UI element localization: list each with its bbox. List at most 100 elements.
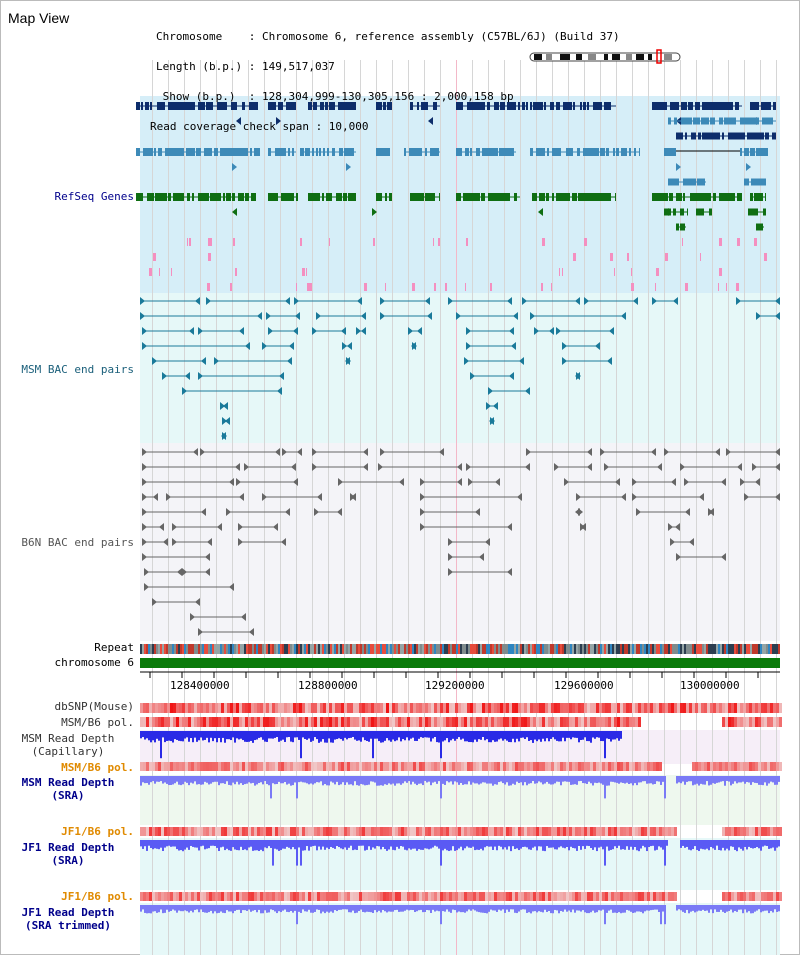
polymorphism-cell [743, 827, 746, 836]
read-depth-bar [300, 776, 302, 782]
read-depth-bar [644, 905, 646, 912]
read-depth-bar [562, 905, 564, 912]
polymorphism-cell [296, 762, 299, 771]
polymorphism-cell [740, 827, 743, 836]
polymorphism-cell [338, 703, 341, 713]
repeat-element [150, 644, 152, 654]
repeat-element [752, 644, 754, 654]
label-msm-bac[interactable]: MSM BAC end pairs [21, 363, 134, 376]
polymorphism-cell [593, 892, 596, 901]
gene-exon [744, 178, 749, 186]
polymorphism-cell [404, 703, 407, 713]
gene-exon [735, 102, 739, 110]
read-depth-bar [728, 840, 730, 851]
label-repeat[interactable]: Repeat [94, 641, 134, 654]
polymorphism-cell [395, 717, 398, 727]
repeat-element [676, 644, 678, 654]
repeat-element [614, 644, 616, 654]
polymorphism-cell [530, 827, 533, 836]
polymorphism-cell [524, 703, 527, 713]
read-depth-bar [152, 905, 154, 912]
gene-exon [249, 102, 253, 110]
read-depth-bar [204, 905, 206, 913]
polymorphism-cell [185, 762, 188, 771]
read-depth-bar [206, 840, 208, 849]
repeat-element [690, 644, 692, 654]
polymorphism-cell [494, 762, 497, 771]
read-depth-bar [518, 731, 520, 742]
read-depth-bar [370, 731, 372, 739]
read-depth-bar [598, 731, 600, 738]
polymorphism-cell [731, 717, 734, 727]
read-depth-bar [750, 905, 752, 914]
read-depth-bar [390, 731, 392, 742]
read-depth-bar [760, 776, 762, 785]
variant-marker [737, 238, 740, 246]
label-msm-depth-sra[interactable]: MSM Read Depth (SRA) [0, 776, 136, 802]
polymorphism-cell [263, 762, 266, 771]
label-jf1-b6-pol[interactable]: JF1/B6 pol. [61, 825, 134, 838]
polymorphism-cell [689, 703, 692, 713]
gene-exon [668, 178, 674, 186]
repeat-element [414, 644, 416, 654]
b6n-bac-end [217, 523, 222, 531]
repeat-element [310, 644, 312, 654]
read-depth-bar [606, 840, 608, 847]
polymorphism-cell [272, 703, 275, 713]
read-depth-bar [576, 840, 578, 851]
read-depth-bar [186, 905, 188, 912]
polymorphism-cell [248, 827, 251, 836]
polymorphism-cell [626, 892, 629, 901]
read-depth-bar [730, 905, 732, 910]
polymorphism-cell [515, 703, 518, 713]
label-dbsnp[interactable]: dbSNP(Mouse) [54, 700, 134, 713]
grid-line [216, 60, 217, 955]
polymorphism-cell [545, 827, 548, 836]
polymorphism-cell [515, 762, 518, 771]
gene-exon [495, 148, 498, 156]
read-depth-bar [212, 776, 214, 783]
read-depth-bar [190, 731, 192, 739]
gene-exon [243, 148, 248, 156]
read-depth-bar [536, 776, 538, 784]
polymorphism-cell [776, 827, 779, 836]
label-jf1-depth-sra[interactable]: JF1 Read Depth (SRA) [0, 841, 136, 867]
polymorphism-cell [143, 827, 146, 836]
b6n-bac-end [632, 493, 637, 501]
read-depth-bar [254, 731, 256, 741]
read-depth-bar [314, 840, 316, 846]
polymorphism-cell [734, 717, 737, 727]
label-chromosome[interactable]: chromosome 6 [54, 656, 134, 669]
label-msm-b6-pol-2[interactable]: MSM/B6 pol. [61, 761, 134, 774]
repeat-element [486, 644, 488, 654]
label-msm-b6-pol[interactable]: MSM/B6 pol. [61, 716, 134, 729]
label-b6n-bac[interactable]: B6N BAC end pairs [21, 536, 134, 549]
read-depth-bar [726, 905, 728, 912]
label-refseq-genes[interactable]: RefSeq Genes [54, 190, 134, 203]
polymorphism-cell [305, 717, 308, 727]
read-depth-bar [498, 905, 500, 910]
polymorphism-cell [458, 827, 461, 836]
repeat-element [544, 644, 546, 654]
repeat-element [326, 644, 328, 654]
msm-bac-end [289, 342, 294, 350]
label-jf1-depth-trimmed[interactable]: JF1 Read Depth (SRA trimmed) [0, 906, 136, 932]
polymorphism-cell [200, 762, 203, 771]
label-msm-depth-capillary[interactable]: MSM Read Depth (Capillary) [0, 732, 136, 758]
polymorphism-cell [665, 703, 668, 713]
label-jf1-b6-pol-2[interactable]: JF1/B6 pol. [61, 890, 134, 903]
read-depth-bar [430, 840, 432, 849]
polymorphism-cell [173, 703, 176, 713]
repeat-element [354, 644, 356, 654]
gene-exon [680, 208, 684, 216]
polymorphism-cell [143, 762, 146, 771]
read-depth-bar [756, 905, 758, 911]
polymorphism-cell [458, 703, 461, 713]
polymorphism-cell [392, 762, 395, 771]
variant-marker [302, 268, 305, 276]
read-depth-bar [396, 840, 398, 847]
polymorphism-cell [518, 892, 521, 901]
polymorphism-cell [242, 717, 245, 727]
